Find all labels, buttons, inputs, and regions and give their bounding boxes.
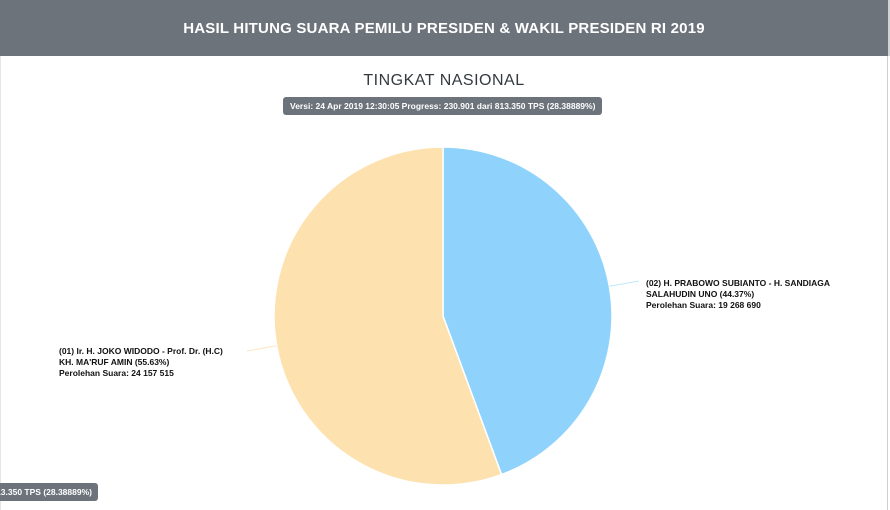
version-progress-badge-clipped: Versi: 24 Apr 2019 12:30:05 Progress: 23… <box>0 483 98 501</box>
slice-label-prabowo: (02) H. PRABOWO SUBIANTO - H. SANDIAGA S… <box>646 278 856 311</box>
label-connector-prabowo <box>609 280 639 287</box>
slice-label-votes: Perolehan Suara: 19 268 690 <box>646 300 761 310</box>
label-connector-jokowi <box>247 345 277 352</box>
version-progress-badge: Versi: 24 Apr 2019 12:30:05 Progress: 23… <box>283 97 603 115</box>
slice-label-jokowi: (01) Ir. H. JOKO WIDODO - Prof. Dr. (H.C… <box>59 346 259 379</box>
slice-label-name-line2: KH. MA'RUF AMIN (55.63%) <box>59 357 170 367</box>
slice-label-votes: Perolehan Suara: 24 157 515 <box>59 368 174 378</box>
slice-label-name-line2: SALAHUDIN UNO (44.37%) <box>646 289 755 299</box>
slice-label-name-line1: (01) Ir. H. JOKO WIDODO - Prof. Dr. (H.C… <box>59 346 223 356</box>
page-title: HASIL HITUNG SUARA PEMILU PRESIDEN & WAK… <box>183 19 705 37</box>
chart-title: TINGKAT NASIONAL <box>363 72 525 89</box>
pie-slice-prabowo[interactable] <box>442 146 613 476</box>
pie-slice-jokowi[interactable] <box>273 146 503 486</box>
slice-label-name-line1: (02) H. PRABOWO SUBIANTO - H. SANDIAGA <box>646 278 831 288</box>
page-header: HASIL HITUNG SUARA PEMILU PRESIDEN & WAK… <box>0 0 890 56</box>
